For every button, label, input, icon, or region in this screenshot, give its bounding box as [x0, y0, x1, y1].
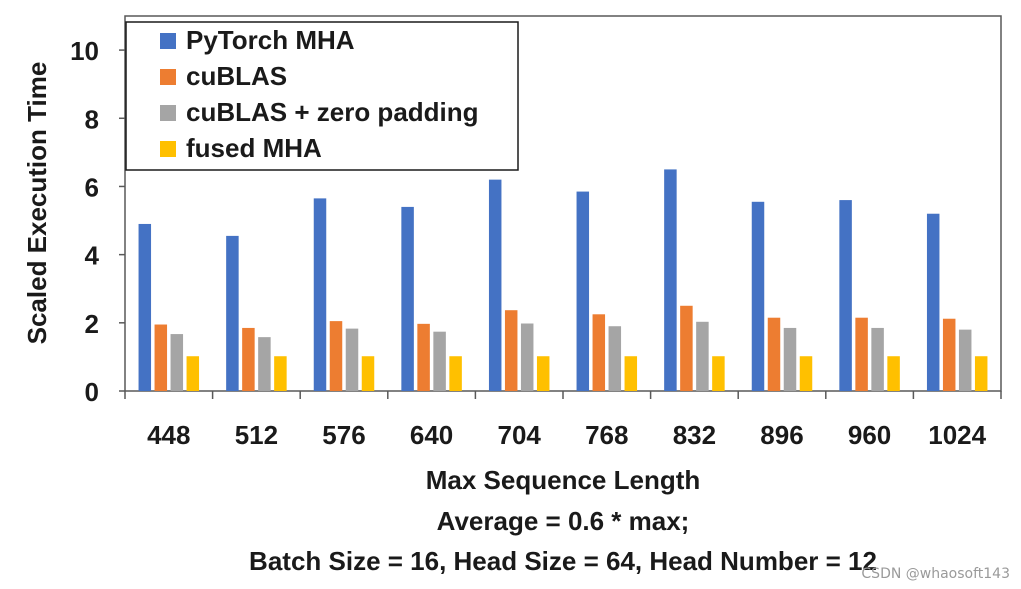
- legend-swatch: [160, 105, 176, 121]
- bar-cublas-zero-padding-896: [783, 327, 797, 391]
- bar-pytorch-mha-896: [751, 201, 765, 391]
- bar-cublas-768: [592, 314, 606, 391]
- bars: [138, 169, 988, 391]
- legend-swatch: [160, 33, 176, 49]
- x-tick-label: 768: [585, 420, 628, 450]
- bar-fused-mha-576: [361, 356, 375, 391]
- bar-fused-mha-896: [799, 356, 813, 391]
- bar-fused-mha-448: [186, 356, 200, 391]
- bar-pytorch-mha-960: [839, 200, 852, 391]
- y-tick-label: 10: [70, 36, 99, 66]
- x-tick-label: 704: [498, 420, 542, 450]
- bar-fused-mha-512: [274, 356, 287, 391]
- bar-pytorch-mha-512: [226, 235, 239, 391]
- note-config: Batch Size = 16, Head Size = 64, Head Nu…: [249, 546, 877, 576]
- bar-fused-mha-1024: [974, 356, 988, 391]
- bar-fused-mha-832: [712, 356, 725, 391]
- legend: PyTorch MHA cuBLAS cuBLAS + zero padding fu…: [125, 21, 519, 171]
- note-average: Average = 0.6 * max;: [437, 506, 690, 536]
- bar-pytorch-mha-768: [576, 191, 590, 391]
- bar-cublas-512: [242, 327, 255, 391]
- legend-swatch: [160, 141, 176, 157]
- bar-cublas-zero-padding-704: [520, 323, 534, 391]
- legend-label: PyTorch MHA: [186, 25, 355, 55]
- bar-fused-mha-640: [449, 356, 462, 391]
- bar-fused-mha-704: [536, 356, 550, 391]
- x-tick-label: 640: [410, 420, 453, 450]
- bar-pytorch-mha-640: [401, 206, 414, 391]
- legend-box: [125, 21, 519, 171]
- x-tick-label: 896: [760, 420, 803, 450]
- bar-cublas-zero-padding-768: [608, 326, 622, 391]
- x-axis-title: Max Sequence Length: [426, 465, 701, 495]
- x-tick-label: 448: [147, 420, 190, 450]
- y-tick-label: 0: [85, 377, 99, 407]
- bar-cublas-zero-padding-640: [433, 331, 446, 391]
- bar-cublas-896: [767, 317, 781, 391]
- bar-cublas-zero-padding-832: [696, 321, 709, 391]
- bar-cublas-576: [329, 321, 343, 391]
- bar-pytorch-mha-832: [664, 169, 677, 391]
- bar-cublas-zero-padding-576: [345, 328, 359, 391]
- bar-cublas-960: [855, 317, 868, 391]
- legend-label: cuBLAS: [186, 61, 287, 91]
- bar-cublas-704: [504, 310, 518, 391]
- bar-pytorch-mha-1024: [926, 213, 940, 391]
- bar-cublas-zero-padding-1024: [958, 329, 972, 391]
- bar-cublas-832: [680, 305, 693, 391]
- x-tick-label: 832: [673, 420, 716, 450]
- y-tick-label: 8: [85, 104, 99, 134]
- legend-label: fused MHA: [186, 133, 322, 163]
- bar-pytorch-mha-448: [138, 223, 152, 391]
- y-tick-label: 4: [85, 241, 100, 271]
- y-tick-label: 2: [85, 309, 99, 339]
- y-axis-title: Scaled Execution Time: [22, 62, 52, 345]
- bar-pytorch-mha-576: [313, 198, 327, 391]
- bar-fused-mha-768: [624, 356, 638, 391]
- y-tick-label: 6: [85, 172, 99, 202]
- x-tick-label: 960: [848, 420, 891, 450]
- bar-pytorch-mha-704: [488, 179, 502, 391]
- legend-swatch: [160, 69, 176, 85]
- bar-fused-mha-960: [887, 356, 900, 391]
- y-axis: 0 2 4 6 8 10: [70, 36, 125, 407]
- x-tick-label: 576: [322, 420, 365, 450]
- bar-cublas-zero-padding-960: [871, 327, 884, 391]
- legend-label: cuBLAS + zero padding: [186, 97, 479, 127]
- bar-cublas-1024: [942, 318, 956, 391]
- x-tick-label: 1024: [928, 420, 986, 450]
- bar-cublas-448: [154, 324, 168, 391]
- bar-cublas-zero-padding-448: [170, 334, 184, 391]
- bar-cublas-640: [417, 323, 430, 391]
- x-axis: 448 512 576 640 704 768 832 896 960 1024: [124, 391, 1002, 450]
- watermark: CSDN @whaosoft143: [861, 566, 1010, 582]
- bar-cublas-zero-padding-512: [258, 337, 271, 391]
- x-tick-label: 512: [235, 420, 278, 450]
